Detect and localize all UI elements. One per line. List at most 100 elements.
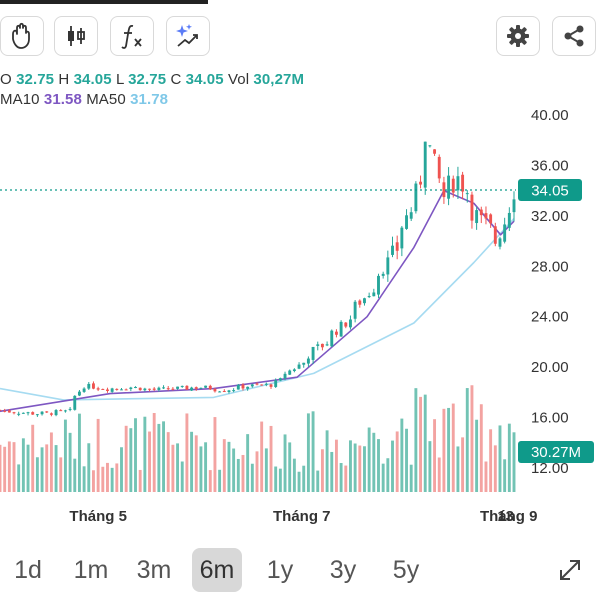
candle — [470, 191, 474, 229]
candle-body — [59, 410, 63, 412]
candle — [288, 369, 292, 376]
volume-bar — [264, 448, 268, 492]
candle-body — [377, 275, 380, 295]
candle — [428, 145, 432, 148]
candle-body — [255, 383, 259, 385]
candle — [7, 409, 11, 413]
tab-3m[interactable]: 3m — [136, 555, 172, 584]
volume-bar — [110, 467, 114, 492]
volume-bar — [419, 396, 422, 492]
candle — [162, 385, 165, 390]
share-icon — [561, 23, 587, 49]
candle — [311, 346, 315, 365]
volume-bar — [260, 421, 264, 492]
candle — [194, 386, 198, 391]
volume-bar — [73, 458, 77, 492]
volume-bar — [82, 466, 86, 492]
volume-value: 30,27M — [253, 71, 305, 88]
settings-button[interactable] — [496, 16, 540, 56]
candle-body — [283, 373, 287, 379]
ma50-path — [0, 218, 515, 401]
candle-body — [124, 389, 128, 391]
volume-bar — [138, 469, 142, 492]
chart-type-button[interactable] — [54, 16, 98, 56]
volume-bar — [297, 471, 301, 492]
ma10-path — [0, 189, 515, 413]
ai-analysis-button[interactable] — [166, 16, 210, 56]
candle-body — [358, 300, 362, 305]
share-button[interactable] — [552, 16, 596, 56]
candle — [110, 387, 114, 393]
candle — [395, 235, 399, 260]
candle-body — [405, 215, 408, 229]
candle-body — [419, 181, 422, 185]
candle — [260, 384, 264, 386]
candle — [82, 387, 86, 393]
volume-bar — [0, 444, 2, 492]
candle-body — [391, 245, 394, 255]
volume-bar — [381, 463, 385, 492]
volume-bar — [484, 461, 488, 492]
draw-tool-button[interactable] — [0, 16, 44, 56]
volume-bar — [386, 458, 390, 492]
tab-1d[interactable]: 1d — [14, 555, 42, 584]
volume-bar — [391, 440, 394, 492]
candle — [269, 383, 273, 389]
candle — [63, 409, 67, 413]
volume-bars — [0, 385, 516, 492]
candle-body — [306, 358, 310, 364]
candle — [512, 191, 516, 222]
candle-body — [372, 292, 376, 297]
candle-body — [110, 388, 114, 392]
candle — [185, 385, 189, 390]
volume-bar — [465, 388, 469, 492]
volume-bar — [204, 442, 208, 492]
tab-5y[interactable]: 5y — [392, 555, 420, 584]
fullscreen-button[interactable] — [556, 556, 584, 584]
volume-bar — [433, 419, 437, 492]
volume-bar — [236, 458, 240, 492]
top-scroll-indicator — [0, 0, 208, 4]
candle — [489, 213, 493, 228]
candle — [115, 388, 119, 391]
volume-bar — [185, 413, 189, 492]
candle — [152, 387, 156, 391]
tab-3y[interactable]: 3y — [329, 555, 357, 584]
magic-icon — [174, 22, 202, 50]
volume-bar — [3, 446, 7, 492]
tab-6m[interactable]: 6m — [192, 548, 242, 592]
candle-body — [507, 212, 511, 228]
candle-body — [414, 183, 418, 212]
candle — [250, 383, 254, 388]
candle-body — [190, 387, 194, 391]
candle — [302, 362, 306, 368]
volume-bar — [157, 423, 161, 492]
candle-body — [269, 384, 273, 387]
volume-bar — [227, 441, 231, 492]
volume-bar — [115, 463, 119, 492]
candle-body — [26, 412, 30, 414]
x-tick-label: Tháng 9 — [480, 508, 538, 525]
tab-1m[interactable]: 1m — [73, 555, 109, 584]
candle-body — [297, 364, 301, 369]
candle-body — [17, 413, 21, 415]
candle-body — [423, 141, 427, 188]
y-tick-label: 32.00 — [531, 208, 569, 225]
volume-bar — [213, 417, 217, 492]
candle — [353, 300, 357, 323]
candle-body — [82, 388, 86, 392]
indicators-button[interactable] — [110, 16, 154, 56]
settings-icon — [505, 23, 531, 49]
volume-bar — [367, 427, 371, 492]
candle-body — [222, 391, 226, 393]
candle-body — [349, 319, 352, 328]
volume-bar — [507, 423, 511, 492]
tab-1y[interactable]: 1y — [266, 555, 294, 584]
timeframe-tabs: 1d 1m 3m 6m 1y 3y 5y — [0, 546, 600, 596]
candle-body — [162, 387, 165, 389]
candle-body — [470, 194, 474, 221]
candle — [447, 167, 451, 206]
volume-bar — [194, 435, 198, 492]
volume-bar — [54, 445, 58, 492]
